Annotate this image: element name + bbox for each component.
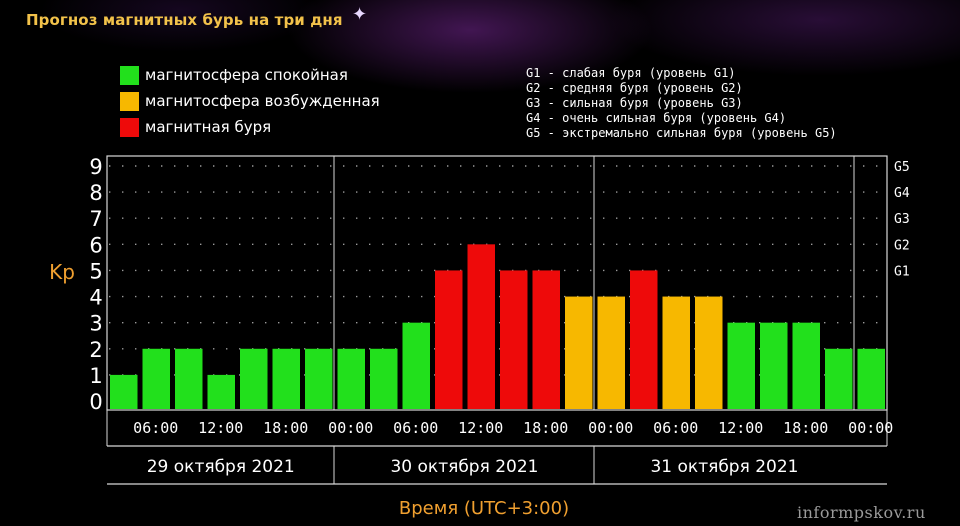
bar	[337, 348, 365, 409]
legend-label: магнитосфера спокойная	[145, 66, 348, 84]
x-tick-label: 18:00	[783, 419, 828, 437]
x-tick-label: 06:00	[653, 419, 698, 437]
bar	[500, 270, 528, 409]
y-tick-label: 9	[89, 155, 102, 179]
bar	[532, 270, 560, 409]
bar	[402, 322, 430, 409]
plot-frame	[106, 155, 888, 411]
x-tick-label: 12:00	[458, 419, 503, 437]
g-tick-label: G2	[894, 238, 910, 253]
x-tick-label: 06:00	[133, 419, 178, 437]
y-tick-label: 6	[89, 233, 102, 257]
x-tick-label: 06:00	[393, 419, 438, 437]
bar	[630, 270, 658, 409]
g-legend-line: G5 - экстремально сильная буря (уровень …	[526, 126, 837, 140]
bar	[662, 296, 690, 409]
swatch-red	[120, 118, 139, 137]
y-axis-label: Kp	[49, 260, 75, 284]
legend-label: магнитосфера возбужденная	[145, 92, 380, 110]
bar	[110, 374, 138, 409]
bar	[857, 348, 885, 409]
x-axis-label: Время (UTC+3:00)	[399, 498, 569, 519]
bar	[207, 374, 235, 409]
g-legend-line: G2 - средняя буря (уровень G2)	[526, 81, 743, 95]
bar	[240, 348, 268, 409]
bar	[435, 270, 463, 409]
date-label: 31 октября 2021	[650, 457, 798, 477]
x-tick-label: 00:00	[328, 419, 373, 437]
x-tick-label: 18:00	[523, 419, 568, 437]
bar	[272, 348, 300, 409]
g-legend-line: G3 - сильная буря (уровень G3)	[526, 96, 743, 110]
bar	[142, 348, 170, 409]
y-tick-label: 5	[89, 259, 102, 283]
bar	[760, 322, 788, 409]
y-tick-label: 2	[89, 338, 102, 362]
bar	[565, 296, 593, 409]
bar	[370, 348, 398, 409]
bar	[792, 322, 820, 409]
g-tick-label: G4	[894, 186, 910, 201]
g-legend-line: G1 - слабая буря (уровень G1)	[526, 66, 736, 80]
y-tick-label: 3	[89, 312, 102, 336]
x-tick-label: 12:00	[718, 419, 763, 437]
bar	[727, 322, 755, 409]
y-tick-label: 0	[89, 390, 102, 414]
legend-label: магнитная буря	[145, 118, 272, 136]
sparkle-icon: ✦	[352, 4, 368, 25]
date-label: 30 октября 2021	[390, 457, 538, 477]
swatch-yellow	[120, 92, 139, 111]
g-tick-label: G3	[894, 212, 910, 227]
bar	[825, 348, 853, 409]
g-tick-label: G5	[894, 160, 910, 175]
date-label: 29 октября 2021	[147, 457, 295, 477]
bar	[597, 296, 625, 409]
g-level-legend: G1 - слабая буря (уровень G1) G2 - средн…	[526, 66, 837, 141]
bar	[305, 348, 333, 409]
bar	[175, 348, 203, 409]
swatch-green	[120, 66, 139, 85]
x-tick-label: 00:00	[588, 419, 633, 437]
g-legend-line: G4 - очень сильная буря (уровень G4)	[526, 111, 787, 125]
y-tick-label: 7	[89, 207, 102, 231]
bar	[695, 296, 723, 409]
x-tick-label: 12:00	[198, 419, 243, 437]
y-tick-label: 8	[89, 181, 102, 205]
g-tick-label: G1	[894, 264, 910, 279]
page-title: Прогноз магнитных бурь на три дня	[26, 11, 343, 29]
x-tick-label: 18:00	[263, 419, 308, 437]
x-tick-label: 00:00	[848, 419, 893, 437]
bar	[467, 244, 495, 409]
watermark: informpskov.ru	[797, 503, 926, 522]
y-tick-label: 4	[89, 286, 102, 310]
y-tick-label: 1	[89, 364, 102, 388]
